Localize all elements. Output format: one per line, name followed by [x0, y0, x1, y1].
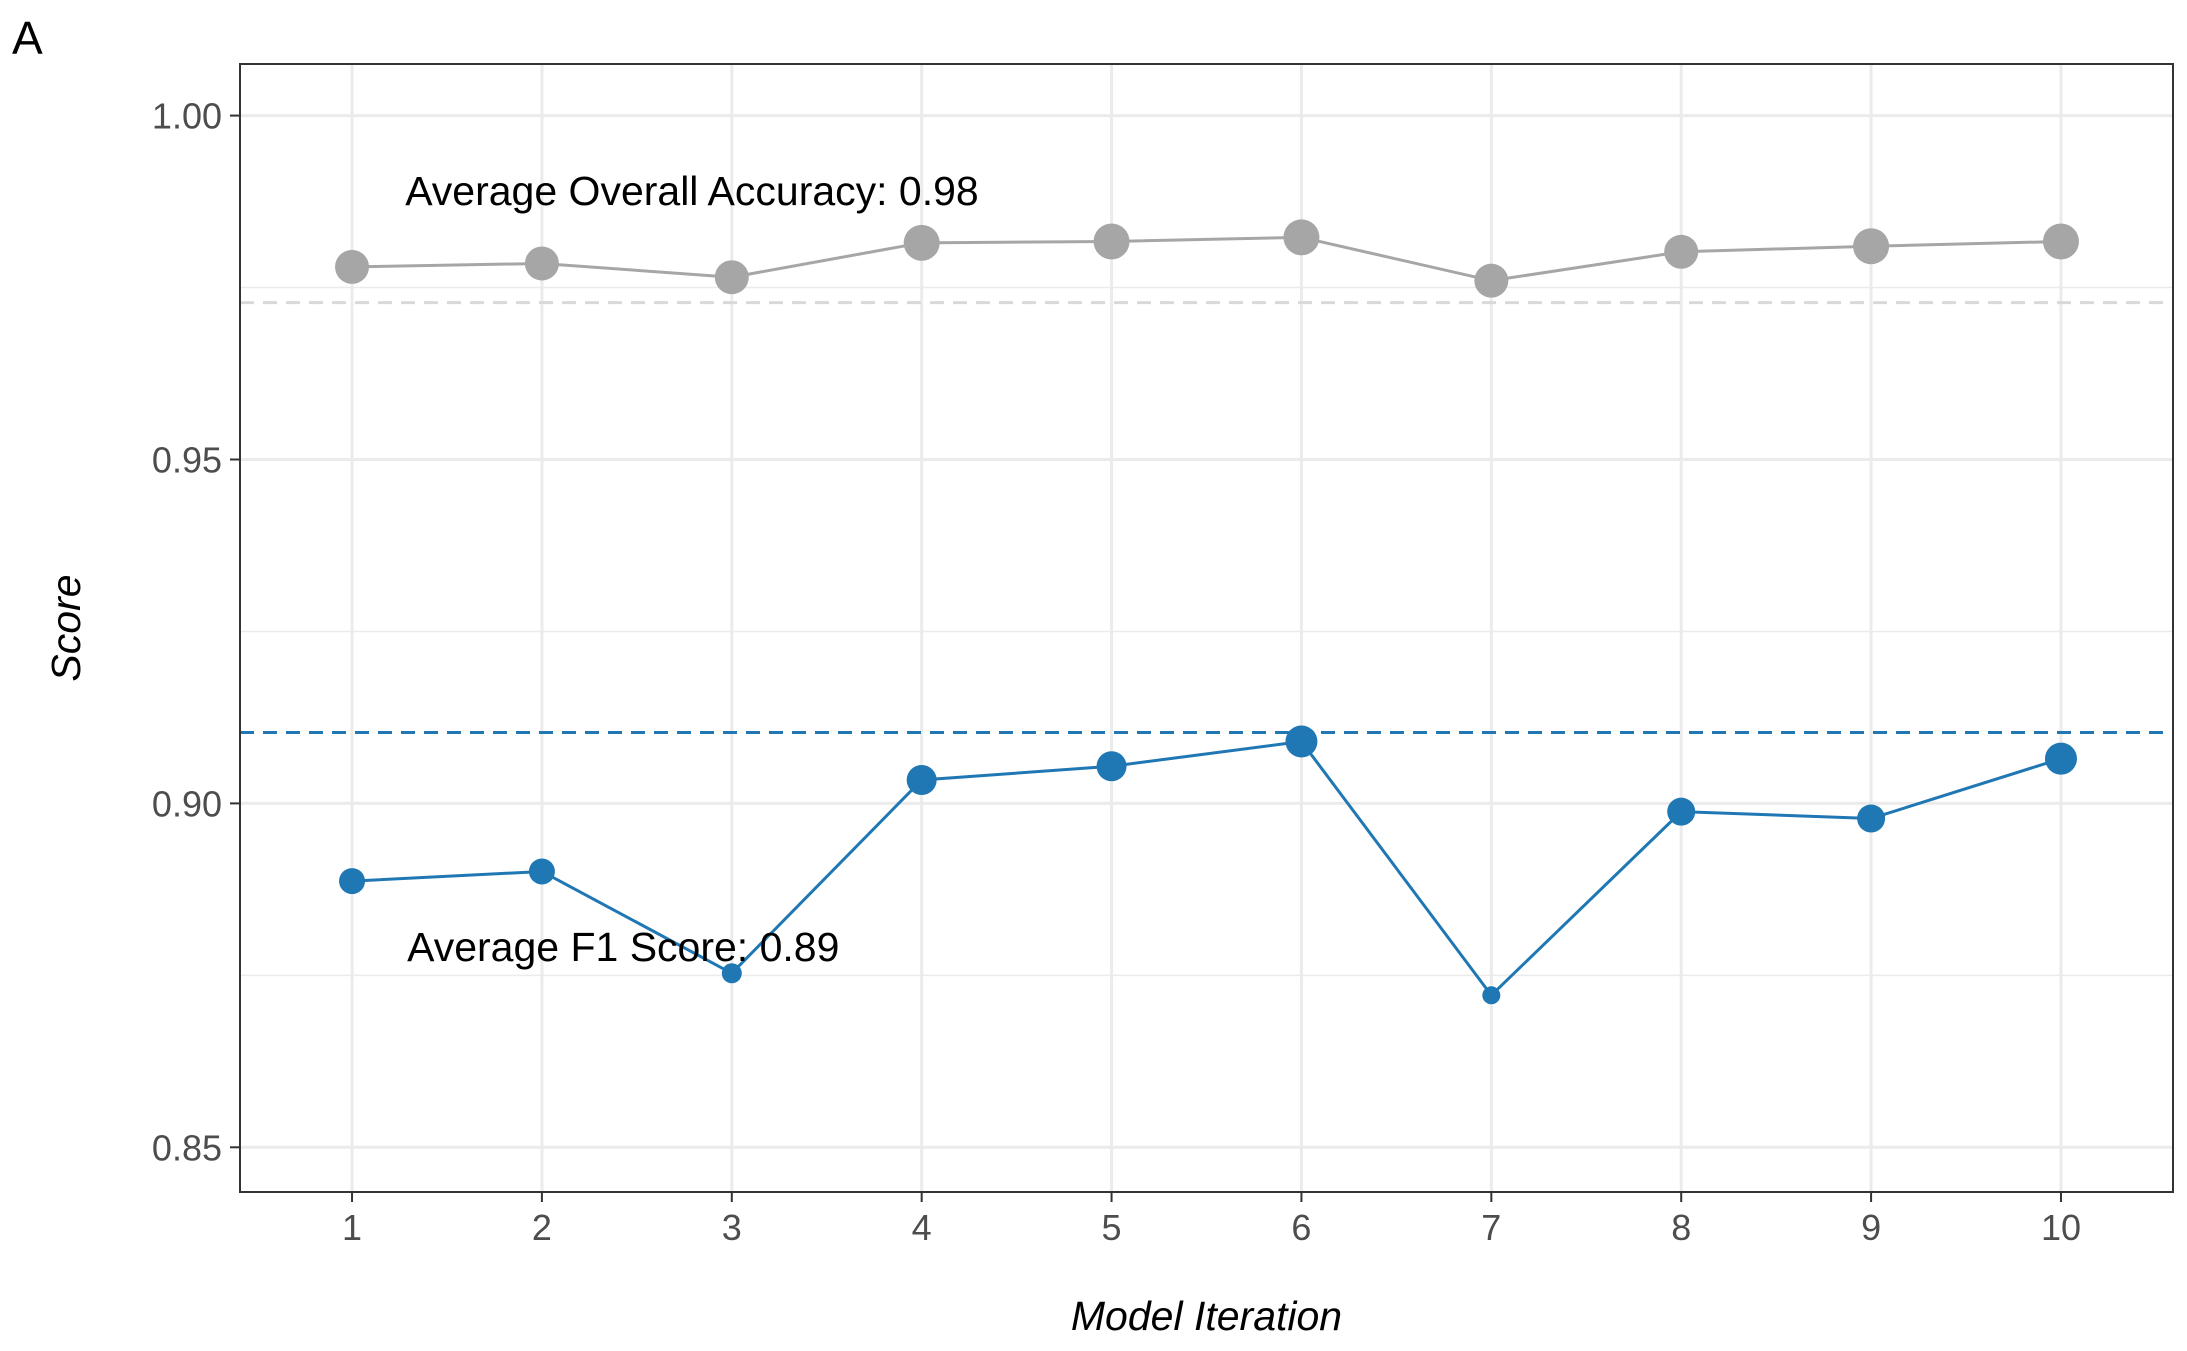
annotations: Average Overall Accuracy: 0.98 Average F…: [405, 168, 979, 970]
x-tick-label: 9: [1861, 1207, 1881, 1248]
f1-point-4: [906, 765, 937, 796]
f1-point-1: [339, 868, 366, 895]
x-axis-title: Model Iteration: [1071, 1293, 1342, 1339]
x-axis: 1 2 3 4 5 6 7 8 9 10: [342, 1192, 2081, 1248]
accuracy-point-4: [903, 224, 940, 261]
x-tick-label: 3: [722, 1207, 742, 1248]
accuracy-point-9: [1853, 228, 1890, 265]
accuracy-point-8: [1664, 234, 1699, 269]
x-tick-label: 2: [532, 1207, 552, 1248]
y-axis: 0.85 0.90 0.95 1.00: [152, 96, 240, 1168]
plot-panel-border: [239, 63, 2174, 1193]
y-tick-label: 1.00: [152, 96, 222, 137]
y-axis-title: Score: [43, 574, 89, 681]
f1-point-10: [2044, 742, 2077, 775]
x-tick-label: 7: [1481, 1207, 1501, 1248]
x-tick-label: 6: [1291, 1207, 1311, 1248]
f1-point-3: [721, 963, 742, 984]
f1-average-annotation: Average F1 Score: 0.89: [407, 924, 839, 970]
f1-series-line: [351, 739, 2062, 998]
accuracy-point-2: [524, 246, 559, 281]
accuracy-point-7: [1474, 263, 1509, 298]
f1-point-9: [1857, 804, 1886, 833]
series-lines: [351, 235, 2062, 998]
reference-lines: [240, 301, 2173, 735]
f1-point-2: [528, 858, 555, 885]
series-points: [335, 219, 2079, 1005]
f1-point-8: [1667, 797, 1696, 826]
x-tick-label: 5: [1102, 1207, 1122, 1248]
panel-label: A: [12, 12, 43, 64]
accuracy-point-3: [714, 260, 749, 295]
x-tick-label: 10: [2041, 1207, 2081, 1248]
y-tick-label: 0.90: [152, 783, 222, 824]
x-tick-label: 4: [912, 1207, 932, 1248]
accuracy-average-annotation: Average Overall Accuracy: 0.98: [405, 168, 979, 214]
y-tick-label: 0.85: [152, 1127, 222, 1168]
f1-point-6: [1285, 725, 1318, 758]
x-tick-label: 1: [342, 1207, 362, 1248]
accuracy-series-line: [352, 235, 2062, 283]
accuracy-point-5: [1093, 223, 1130, 260]
accuracy-point-10: [2042, 223, 2079, 260]
x-tick-label: 8: [1671, 1207, 1691, 1248]
accuracy-point-6: [1283, 219, 1320, 256]
f1-point-7: [1482, 986, 1501, 1005]
accuracy-point-1: [335, 249, 370, 284]
f1-point-5: [1096, 751, 1127, 782]
y-tick-label: 0.95: [152, 439, 222, 480]
